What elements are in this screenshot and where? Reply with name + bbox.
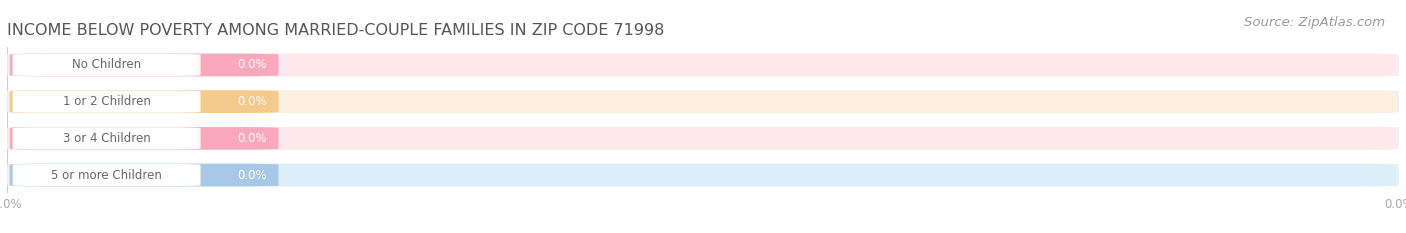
Text: No Children: No Children <box>72 58 141 72</box>
Text: 1 or 2 Children: 1 or 2 Children <box>63 95 150 108</box>
Text: Source: ZipAtlas.com: Source: ZipAtlas.com <box>1244 16 1385 29</box>
FancyBboxPatch shape <box>10 90 1396 113</box>
FancyBboxPatch shape <box>13 127 201 149</box>
FancyBboxPatch shape <box>10 54 1396 76</box>
FancyBboxPatch shape <box>13 164 201 186</box>
FancyBboxPatch shape <box>10 127 1396 150</box>
Text: 0.0%: 0.0% <box>238 95 267 108</box>
FancyBboxPatch shape <box>7 54 1399 76</box>
Text: INCOME BELOW POVERTY AMONG MARRIED-COUPLE FAMILIES IN ZIP CODE 71998: INCOME BELOW POVERTY AMONG MARRIED-COUPL… <box>7 24 665 38</box>
FancyBboxPatch shape <box>13 91 201 113</box>
FancyBboxPatch shape <box>7 127 1399 150</box>
FancyBboxPatch shape <box>10 90 278 113</box>
FancyBboxPatch shape <box>7 164 1399 186</box>
FancyBboxPatch shape <box>7 90 1399 113</box>
FancyBboxPatch shape <box>10 127 278 150</box>
Text: 3 or 4 Children: 3 or 4 Children <box>63 132 150 145</box>
FancyBboxPatch shape <box>10 54 278 76</box>
Text: 0.0%: 0.0% <box>238 132 267 145</box>
Text: 0.0%: 0.0% <box>238 168 267 182</box>
FancyBboxPatch shape <box>13 54 201 76</box>
FancyBboxPatch shape <box>10 164 1396 186</box>
Text: 5 or more Children: 5 or more Children <box>51 168 162 182</box>
Text: 0.0%: 0.0% <box>238 58 267 72</box>
FancyBboxPatch shape <box>10 164 278 186</box>
